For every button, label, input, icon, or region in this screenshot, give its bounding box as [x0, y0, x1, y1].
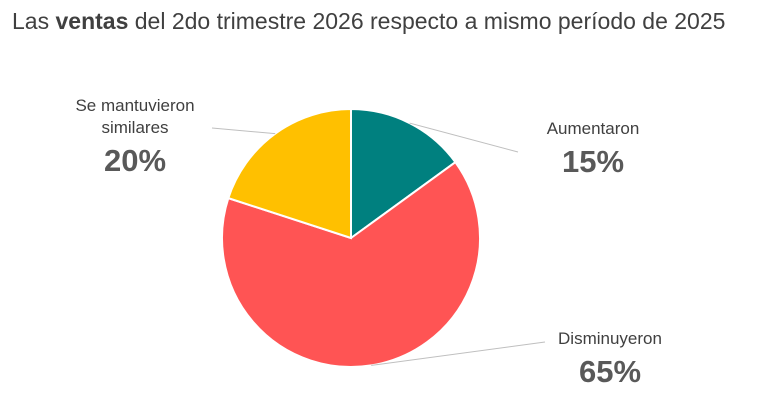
slice-label-se-mantuvieron-line2: similares: [101, 118, 169, 137]
label-disminuyeron: Disminuyeron 65%: [540, 328, 680, 392]
leader-line-aumentaron: [409, 122, 519, 153]
pie-slice-aumentaron: [350, 107, 457, 240]
pie-slices: [221, 107, 481, 368]
pie-slice-disminuyeron: [221, 160, 481, 368]
slice-label-disminuyeron: Disminuyeron: [558, 329, 662, 348]
label-aumentaron: Aumentaron 15%: [528, 118, 658, 182]
slice-value-se-mantuvieron: 20%: [103, 143, 167, 178]
title-prefix: Las: [12, 8, 56, 34]
title-bold: ventas: [55, 8, 129, 34]
leader-line-se-mantuvieron: [211, 127, 276, 135]
slice-value-disminuyeron: 65%: [578, 354, 642, 389]
slice-value-aumentaron: 15%: [561, 144, 625, 179]
label-se-mantuvieron: Se mantuvieron similares 20%: [55, 95, 215, 181]
chart-title: Las ventas del 2do trimestre 2026 respec…: [12, 8, 725, 35]
title-suffix: del 2do trimestre 2026 respecto a mismo …: [128, 8, 726, 34]
leader-lines: [211, 122, 546, 366]
slice-label-aumentaron: Aumentaron: [546, 119, 640, 138]
slice-label-se-mantuvieron-line1: Se mantuvieron: [75, 96, 195, 115]
pie-slice-se-mantuvieron: [227, 107, 352, 240]
leader-line-disminuyeron: [371, 341, 546, 366]
